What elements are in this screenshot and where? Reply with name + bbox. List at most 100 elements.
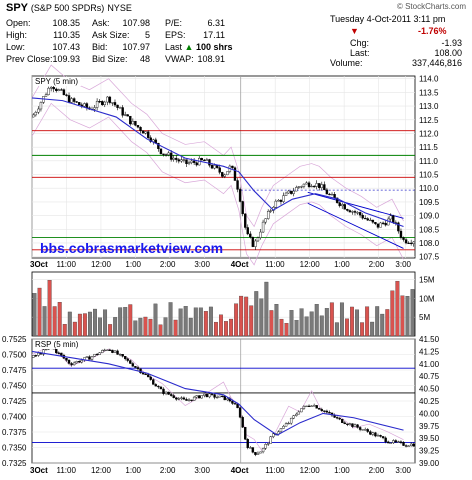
volume-bar xyxy=(138,317,143,337)
rsp-candle-body xyxy=(177,398,181,400)
candle-body xyxy=(108,96,112,103)
candle-body xyxy=(404,239,408,244)
candle-body xyxy=(162,153,165,155)
rsp-right-tick-label: 39.50 xyxy=(419,434,440,443)
candle-body xyxy=(98,101,101,103)
rsp-candle-body xyxy=(307,405,311,407)
candle-body xyxy=(75,101,78,103)
rsp-candle-body xyxy=(236,403,239,409)
candle-body xyxy=(103,101,106,106)
volume-bar xyxy=(133,320,138,337)
price-tick-label: 113.5 xyxy=(419,88,439,97)
rsp-candle-body xyxy=(244,426,247,440)
rsp-candle-body xyxy=(325,410,329,413)
rsp-candle-body xyxy=(113,350,117,353)
candle-body xyxy=(141,130,145,134)
bid-label: Bid: xyxy=(92,42,108,52)
volume-bar xyxy=(67,311,72,337)
eps-label: EPS: xyxy=(165,30,186,40)
candle-body xyxy=(297,186,301,188)
ask-value: 107.98 xyxy=(122,18,150,28)
volume-bar xyxy=(239,295,244,337)
candle-body xyxy=(251,236,255,247)
candle-body xyxy=(159,148,163,155)
rsp-candle-body xyxy=(412,443,415,447)
candle-body xyxy=(85,103,89,108)
price-tick-label: 108.0 xyxy=(419,239,440,248)
volume-bar xyxy=(108,324,113,337)
candle-body xyxy=(65,94,68,96)
rsp-candle-body xyxy=(386,441,390,444)
price-panel-frame xyxy=(31,75,416,259)
candle-body xyxy=(300,186,303,188)
rsp-candle-body xyxy=(164,391,168,394)
candle-body xyxy=(302,183,306,187)
rsp-candle-body xyxy=(289,417,293,424)
candle-body xyxy=(144,131,147,134)
rsp-candle-body xyxy=(129,360,132,364)
price-tick-label: 111.0 xyxy=(419,157,438,166)
rsp-left-tick-label: 0.7475 xyxy=(2,366,27,375)
rsp-candle-body xyxy=(192,396,196,401)
volume-bar xyxy=(82,313,87,337)
candle-body xyxy=(187,162,191,165)
rsp-candle-body xyxy=(172,395,175,398)
rsp-left-tick-label: 0.7325 xyxy=(2,459,27,468)
volume-bar xyxy=(274,304,279,337)
candle-body xyxy=(320,184,324,188)
volume-bar xyxy=(380,313,385,337)
rsp-x-axis-label: 3:00 xyxy=(194,466,210,475)
candle-body xyxy=(343,204,346,210)
candle-body xyxy=(118,107,122,109)
candle-body xyxy=(34,112,38,116)
candle-body xyxy=(111,102,114,104)
rsp-x-axis-label: 1:00 xyxy=(125,466,141,475)
volume-bar xyxy=(178,308,183,337)
candle-body xyxy=(129,115,132,125)
up-arrow-icon: ▲ xyxy=(184,42,194,52)
candle-body xyxy=(70,98,73,103)
candle-body xyxy=(386,218,390,226)
candle-body xyxy=(203,159,206,161)
rsp-right-tick-label: 41.25 xyxy=(419,347,440,356)
volume-bar xyxy=(269,310,274,337)
rsp-candle-body xyxy=(389,442,392,444)
x-axis-label: 12:00 xyxy=(300,260,321,269)
candle-body xyxy=(287,190,290,194)
bid-size-value: 48 xyxy=(139,54,150,64)
volume-bar xyxy=(390,290,395,337)
candle-body xyxy=(412,241,415,244)
candle-body xyxy=(244,213,247,228)
candle-body xyxy=(364,217,367,220)
rsp-candle-body xyxy=(320,409,324,411)
upper-band-line xyxy=(31,64,404,228)
rsp-left-tick-label: 0.7400 xyxy=(2,413,27,422)
price-title-bg xyxy=(33,77,81,86)
candle-body xyxy=(289,190,293,194)
rsp-candle-body xyxy=(251,447,255,453)
candle-body xyxy=(134,120,137,126)
volume-bar xyxy=(72,321,77,337)
last-label: Last: xyxy=(350,48,370,58)
rsp-left-tick-label: 0.7450 xyxy=(2,382,27,391)
rsp-candle-body xyxy=(37,352,40,356)
volume-bar xyxy=(198,307,203,337)
candle-body xyxy=(210,165,214,169)
rsp-candle-body xyxy=(381,436,385,439)
rsp-candle-body xyxy=(159,386,163,390)
candle-body xyxy=(328,193,331,196)
candle-body xyxy=(72,98,76,102)
rsp-candle-body xyxy=(111,349,114,353)
rsp-candle-body xyxy=(101,350,104,353)
volume-bar xyxy=(294,320,299,337)
rsp-candle-body xyxy=(282,426,285,429)
candle-body xyxy=(208,159,211,166)
rsp-candle-body xyxy=(185,399,188,401)
prev-close-value: 109.93 xyxy=(52,54,80,64)
rsp-candle-body xyxy=(44,349,48,351)
volume-bar xyxy=(113,317,118,337)
candle-body xyxy=(190,160,193,163)
volume-bar xyxy=(143,316,148,337)
volume-bar xyxy=(339,302,344,337)
rsp-candle-body xyxy=(384,437,387,443)
